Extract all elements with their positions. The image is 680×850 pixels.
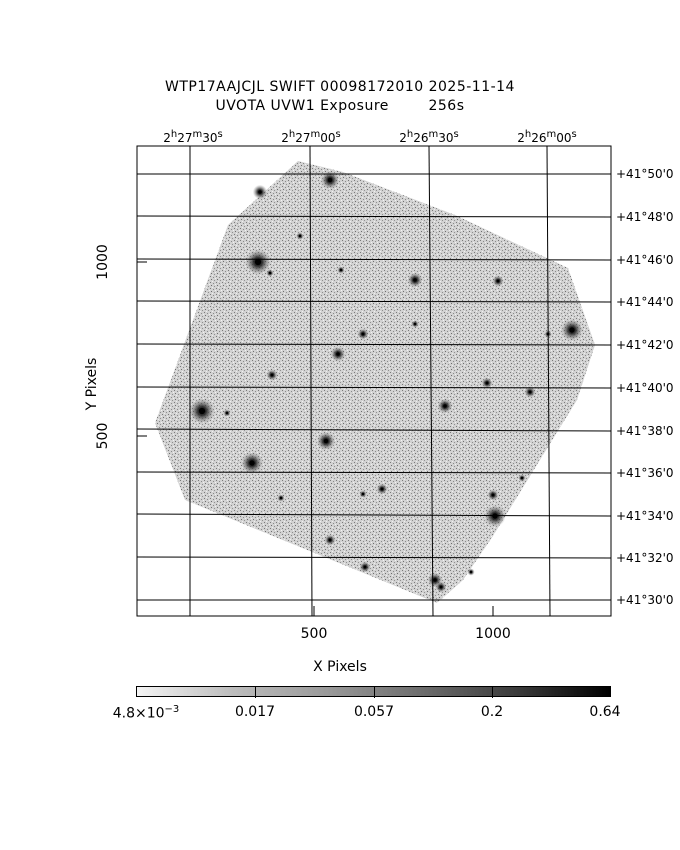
- plot-title-line-2: UVOTA UVW1 Exposure 256s: [215, 98, 465, 114]
- point-source: [279, 496, 283, 500]
- point-source: [443, 404, 447, 408]
- point-source: [569, 327, 575, 333]
- point-source: [491, 493, 495, 497]
- point-source: [298, 234, 302, 238]
- point-source: [469, 570, 473, 574]
- colorbar-tick: [255, 687, 256, 698]
- point-source: [198, 407, 206, 415]
- colorbar-label-min: 4.8×10−3: [112, 704, 180, 722]
- point-source: [225, 411, 229, 415]
- colorbar-label: 0.057: [353, 704, 395, 720]
- point-source: [328, 538, 332, 542]
- point-source: [254, 258, 262, 266]
- dec-label: +41°30'0: [616, 593, 674, 607]
- dec-label: +41°38'0: [616, 424, 674, 438]
- point-source: [323, 438, 329, 444]
- dec-label: +41°48'0: [616, 210, 674, 224]
- plot-frame: [136, 145, 612, 617]
- point-source: [528, 390, 532, 394]
- dec-label: +41°34'0: [616, 509, 674, 523]
- y-tick-label: 1000: [95, 244, 111, 280]
- plot-title-line-1: WTP17AAJCJL SWIFT 00098172010 2025-11-14: [165, 79, 515, 95]
- pixel-axis-ticks: [137, 261, 494, 616]
- point-source: [380, 487, 384, 491]
- point-source: [361, 492, 365, 496]
- dec-label: +41°36'0: [616, 466, 674, 480]
- point-source: [433, 578, 437, 582]
- point-source: [268, 271, 272, 275]
- point-source: [270, 373, 274, 377]
- point-source: [363, 565, 367, 569]
- ra-label-2: 2h27m00s: [281, 129, 341, 145]
- coordinate-grid: [136, 145, 612, 617]
- dec-label: +41°50'0: [616, 167, 674, 181]
- point-source: [439, 585, 443, 589]
- point-source: [413, 278, 417, 282]
- point-source: [336, 352, 340, 356]
- point-source: [339, 268, 343, 272]
- point-source: [327, 177, 333, 183]
- colorbar: [136, 686, 611, 698]
- dec-label: +41°46'0: [616, 253, 674, 267]
- point-source: [249, 460, 255, 466]
- point-source: [485, 381, 489, 385]
- source-markers: [189, 171, 583, 593]
- ra-label-1: 2h27m30s: [163, 129, 223, 145]
- ra-label-3: 2h26m30s: [399, 129, 459, 145]
- point-source: [361, 332, 365, 336]
- point-source: [258, 190, 262, 194]
- point-source: [413, 322, 417, 326]
- x-axis-label: X Pixels: [313, 659, 367, 675]
- colorbar-tick: [374, 687, 375, 698]
- point-source: [496, 279, 500, 283]
- dec-label: +41°40'0: [616, 381, 674, 395]
- colorbar-label: 0.017: [234, 704, 276, 720]
- colorbar-tick: [492, 687, 493, 698]
- x-tick-label: 1000: [475, 626, 511, 642]
- colorbar-label: 0.2: [480, 704, 504, 720]
- point-source: [520, 476, 524, 480]
- y-tick-label: 500: [95, 422, 111, 450]
- y-axis-label: Y Pixels: [84, 357, 100, 411]
- x-tick-label: 500: [300, 626, 328, 642]
- dec-label: +41°42'0: [616, 338, 674, 352]
- dec-label: +41°44'0: [616, 295, 674, 309]
- dec-label: +41°32'0: [616, 551, 674, 565]
- colorbar-label-max: 0.64: [589, 704, 621, 720]
- image-footprint: [155, 161, 595, 603]
- ra-label-4: 2h26m00s: [517, 129, 577, 145]
